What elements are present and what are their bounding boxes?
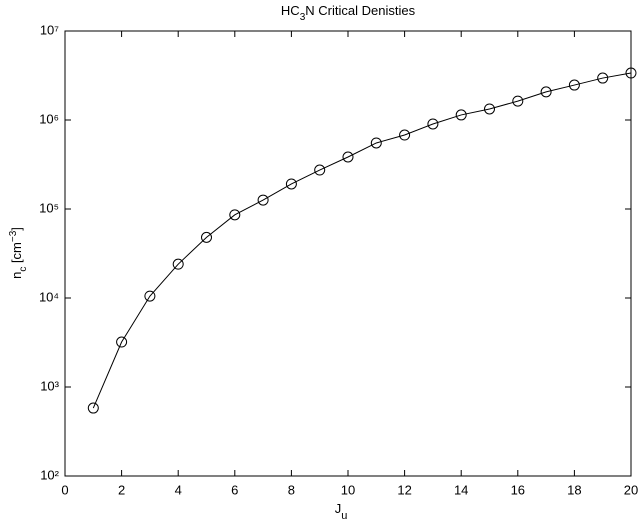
x-tick-label: 14 [454, 482, 468, 497]
ylabel-sub: c [18, 267, 29, 272]
x-tick-label: 12 [397, 482, 411, 497]
point [285, 178, 297, 190]
point [455, 109, 467, 121]
point [399, 129, 411, 141]
x-axis-label: Ju [335, 501, 348, 521]
y-tick-label: 10³ [40, 378, 59, 393]
y-tick-label: 10⁶ [39, 111, 59, 126]
point [172, 258, 184, 270]
y-axis-label: nc [cm−3] [8, 227, 29, 279]
x-tick-label: 0 [61, 482, 68, 497]
point [257, 194, 269, 206]
x-tick-label: 6 [231, 482, 238, 497]
xlabel-sub: u [341, 510, 347, 522]
title-part: HC [281, 3, 300, 18]
series-line [92, 72, 632, 409]
point [144, 290, 156, 302]
point [314, 164, 326, 176]
y-tick-label: 10⁵ [39, 200, 59, 215]
point [87, 402, 99, 414]
x-tick-label: 2 [118, 482, 125, 497]
point [597, 72, 609, 84]
ylabel-part: ] [9, 227, 24, 231]
title-part: N Critical Denisties [305, 3, 415, 18]
point [540, 86, 552, 98]
y-tick-label: 10⁴ [39, 289, 59, 304]
y-tick-label: 10⁷ [40, 22, 59, 37]
point [568, 79, 580, 91]
point [229, 209, 241, 221]
x-tick-label: 20 [624, 482, 638, 497]
y-tick-label: 10² [40, 467, 59, 482]
point [427, 118, 439, 130]
point [370, 137, 382, 149]
x-tick-label: 18 [567, 482, 581, 497]
ylabel-part: [cm [9, 242, 24, 267]
xlabel-part: J [335, 501, 342, 516]
point [625, 67, 637, 79]
x-tick-label: 4 [175, 482, 182, 497]
ylabel-sup: −3 [8, 230, 19, 242]
x-tick-label: 16 [511, 482, 525, 497]
point [201, 231, 212, 243]
point [512, 95, 524, 107]
point [116, 336, 128, 348]
point [342, 151, 354, 163]
chart-title: HC3N Critical Denisties [281, 3, 416, 22]
plot-frame [64, 30, 632, 477]
title-sub: 3 [300, 12, 306, 23]
x-tick-label: 10 [341, 482, 355, 497]
x-tick-label: 8 [288, 482, 295, 497]
point [484, 103, 495, 115]
ylabel-part: n [9, 272, 24, 279]
